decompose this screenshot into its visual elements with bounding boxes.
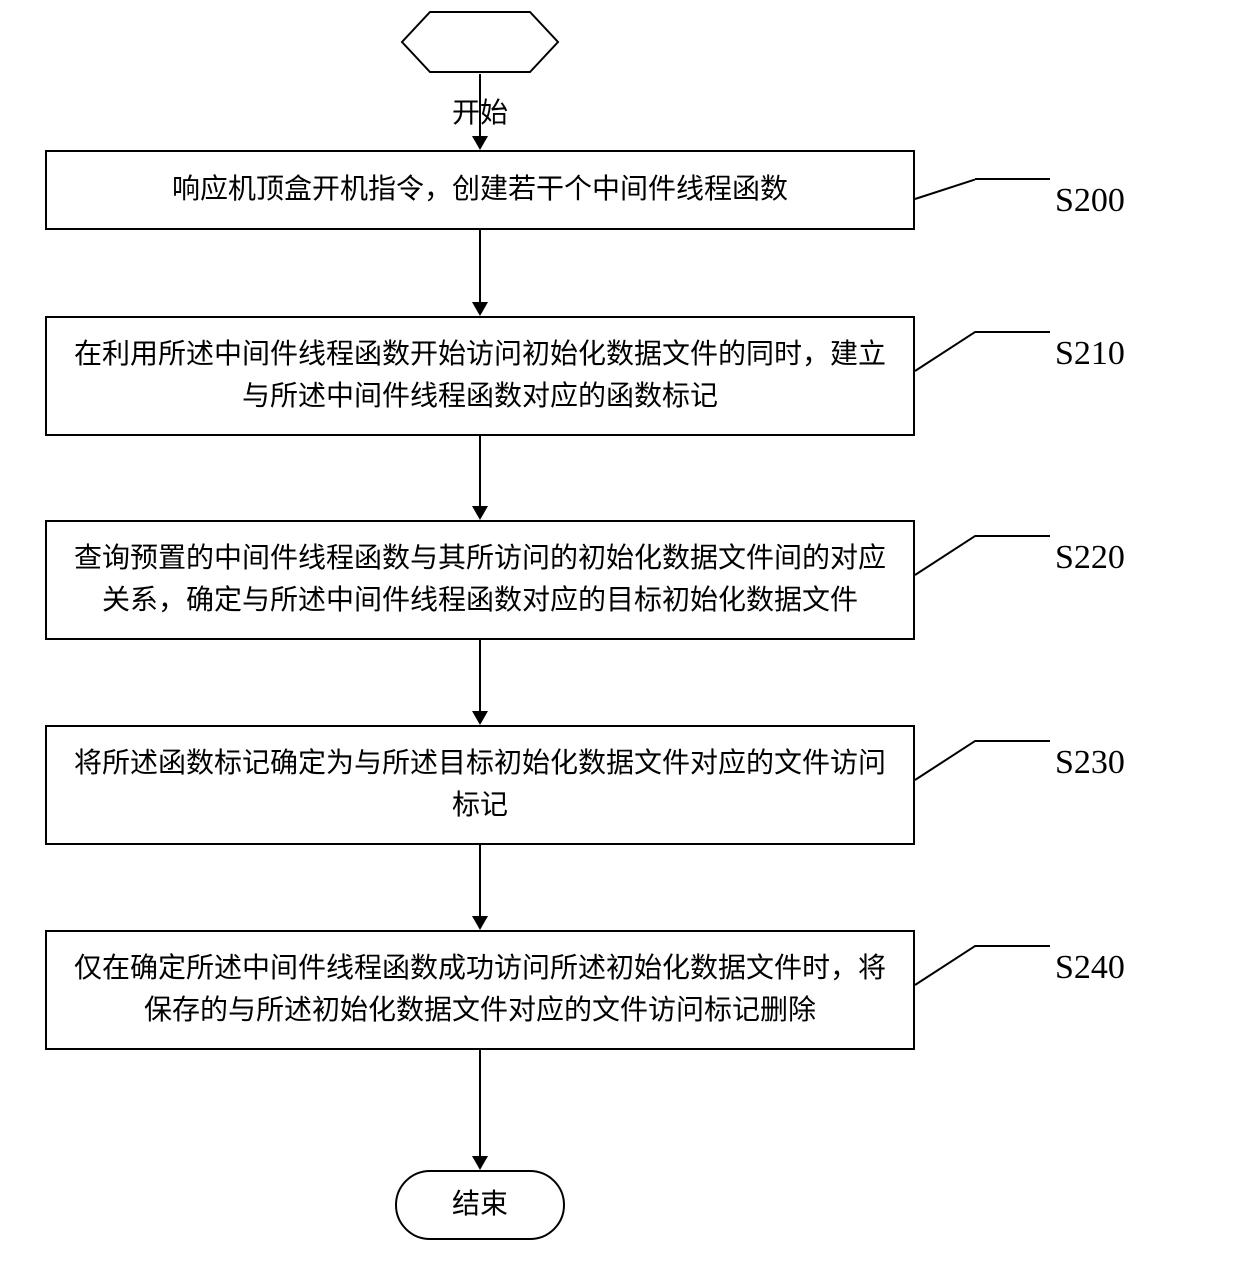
connector-s240-diag bbox=[914, 945, 975, 986]
label-s230: S230 bbox=[1055, 744, 1125, 782]
step-s220-line2: 关系，确定与所述中间件线程函数对应的目标初始化数据文件 bbox=[102, 585, 858, 616]
step-s230-line1: 将所述函数标记确定为与所述目标初始化数据文件对应的文件访问 bbox=[74, 748, 886, 779]
step-s240-text: 仅在确定所述中间件线程函数成功访问所述初始化数据文件时，将 保存的与所述初始化数… bbox=[74, 948, 886, 1032]
arrow-5 bbox=[479, 845, 481, 916]
arrow-6-head bbox=[472, 1156, 488, 1170]
step-s240: 仅在确定所述中间件线程函数成功访问所述初始化数据文件时，将 保存的与所述初始化数… bbox=[45, 930, 915, 1050]
step-s210-line2: 与所述中间件线程函数对应的函数标记 bbox=[242, 381, 718, 412]
flowchart-canvas: 开始 响应机顶盒开机指令，创建若干个中间件线程函数 在利用所述中间件线程函数开始… bbox=[0, 0, 1240, 1265]
connector-s230-diag bbox=[914, 740, 975, 781]
arrow-6 bbox=[479, 1050, 481, 1156]
step-s230: 将所述函数标记确定为与所述目标初始化数据文件对应的文件访问 标记 bbox=[45, 725, 915, 845]
arrow-1 bbox=[479, 74, 481, 136]
label-s210: S210 bbox=[1055, 335, 1125, 373]
label-s200: S200 bbox=[1055, 182, 1125, 220]
end-terminal: 结束 bbox=[395, 1170, 565, 1240]
arrow-4-head bbox=[472, 711, 488, 725]
connector-s220-h bbox=[975, 535, 1050, 537]
step-s210-line1: 在利用所述中间件线程函数开始访问初始化数据文件的同时，建立 bbox=[74, 339, 886, 370]
step-s230-text: 将所述函数标记确定为与所述目标初始化数据文件对应的文件访问 标记 bbox=[74, 743, 886, 827]
step-s210: 在利用所述中间件线程函数开始访问初始化数据文件的同时，建立 与所述中间件线程函数… bbox=[45, 316, 915, 436]
arrow-3 bbox=[479, 436, 481, 506]
start-terminal: 开始 bbox=[400, 10, 560, 74]
label-s240: S240 bbox=[1055, 949, 1125, 987]
connector-s200-h bbox=[975, 178, 1050, 180]
step-s200: 响应机顶盒开机指令，创建若干个中间件线程函数 bbox=[45, 150, 915, 230]
step-s200-text: 响应机顶盒开机指令，创建若干个中间件线程函数 bbox=[172, 169, 788, 211]
connector-s210-diag bbox=[914, 331, 975, 372]
connector-s240-h bbox=[975, 945, 1050, 947]
connector-s230-h bbox=[975, 740, 1050, 742]
arrow-3-head bbox=[472, 506, 488, 520]
connector-s210-h bbox=[975, 331, 1050, 333]
arrow-5-head bbox=[472, 916, 488, 930]
connector-s220-diag bbox=[914, 535, 975, 576]
step-s230-line2: 标记 bbox=[452, 790, 508, 821]
arrow-1-head bbox=[472, 136, 488, 150]
step-s240-line1: 仅在确定所述中间件线程函数成功访问所述初始化数据文件时，将 bbox=[74, 953, 886, 984]
step-s220-text: 查询预置的中间件线程函数与其所访问的初始化数据文件间的对应 关系，确定与所述中间… bbox=[74, 538, 886, 622]
step-s220-line1: 查询预置的中间件线程函数与其所访问的初始化数据文件间的对应 bbox=[74, 543, 886, 574]
step-s210-text: 在利用所述中间件线程函数开始访问初始化数据文件的同时，建立 与所述中间件线程函数… bbox=[74, 334, 886, 418]
end-label: 结束 bbox=[452, 1184, 508, 1226]
step-s220: 查询预置的中间件线程函数与其所访问的初始化数据文件间的对应 关系，确定与所述中间… bbox=[45, 520, 915, 640]
arrow-2-head bbox=[472, 302, 488, 316]
label-s220: S220 bbox=[1055, 539, 1125, 577]
connector-s200-diag bbox=[915, 179, 976, 200]
arrow-4 bbox=[479, 640, 481, 711]
arrow-2 bbox=[479, 230, 481, 302]
step-s240-line2: 保存的与所述初始化数据文件对应的文件访问标记删除 bbox=[144, 995, 816, 1026]
